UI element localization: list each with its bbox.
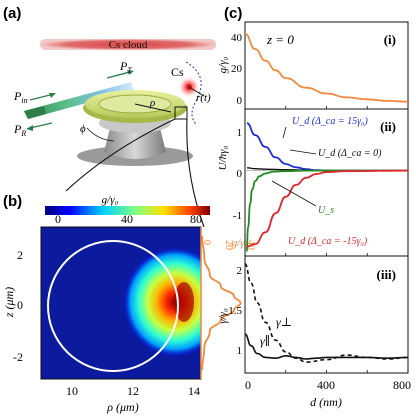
i-y-tick-20: 20 bbox=[231, 63, 243, 75]
panel-a-label: (a) bbox=[3, 5, 21, 22]
y-tick-0: 0 bbox=[17, 298, 23, 312]
p-r-arrowhead bbox=[26, 125, 33, 131]
subplot-i-tag: (i) bbox=[384, 32, 396, 47]
plot-curves bbox=[245, 34, 408, 373]
iii-y-tick-2: 2 bbox=[237, 265, 243, 277]
subplot-i-ylabel: g/γ₀ bbox=[217, 56, 229, 73]
label-ud-zero: U_d (Δ_ca = 0) bbox=[318, 148, 382, 159]
p-r-arrow bbox=[30, 123, 52, 128]
subplot-iii-tag: (iii) bbox=[377, 267, 397, 282]
p-r-label: PR bbox=[13, 122, 26, 138]
p-in-label: Pin bbox=[13, 89, 28, 105]
rho-label: ρ bbox=[149, 97, 155, 109]
cloud-label: Cs cloud bbox=[109, 39, 148, 51]
label-us: U_s bbox=[318, 205, 334, 216]
i-y-tick-40: 40 bbox=[231, 32, 243, 44]
profile-tick-0: 0 bbox=[201, 240, 212, 245]
panel-b: (b) g/γ₀ 0 40 80 0 20 40 g/γ₀ 2 0 -2 z (μm… bbox=[2, 193, 256, 414]
z-annotation: z = 0 bbox=[266, 32, 294, 47]
p-t-label: PT bbox=[119, 59, 132, 75]
colorbar bbox=[45, 206, 210, 215]
x-tick-14: 14 bbox=[188, 384, 200, 398]
panel-c-label: (c) bbox=[224, 5, 242, 22]
subplot-ii-tag: (ii) bbox=[380, 119, 396, 134]
y-tick-m2: -2 bbox=[13, 350, 23, 364]
colorbar-title: g/γ₀ bbox=[102, 194, 119, 206]
iii-y-tick-1-5: 1.5 bbox=[228, 305, 242, 317]
pointer-ud-pos bbox=[283, 127, 286, 138]
ii-y-tick-m1: -1 bbox=[233, 210, 242, 222]
p-in-arrowhead bbox=[49, 93, 56, 98]
c-x-tick-0: 0 bbox=[245, 378, 251, 392]
x-axis-label: ρ (μm) bbox=[106, 400, 138, 414]
phi-label: ϕ bbox=[80, 123, 86, 135]
profile-title: g/γ₀ bbox=[232, 237, 249, 249]
label-ud-neg: U_d (Δ_ca = -15γ₀) bbox=[288, 236, 368, 247]
fiber-end bbox=[24, 106, 46, 119]
ii-y-tick-1: 1 bbox=[237, 127, 243, 139]
subplot-ii-ylabel: U/ħγ₀ bbox=[217, 146, 229, 171]
ii-y-tick-0: 0 bbox=[237, 168, 243, 180]
c-x-tick-400: 400 bbox=[317, 378, 335, 392]
pointer-ud-zero bbox=[290, 150, 316, 154]
label-ud-pos: U_d (Δ_ca = 15γ₀) bbox=[292, 116, 369, 127]
iii-y-tick-1: 1 bbox=[237, 345, 243, 357]
traj-label: r(t) bbox=[196, 92, 211, 104]
x-tick-12: 12 bbox=[127, 384, 139, 398]
label-gamma-par: γ∥ bbox=[260, 334, 270, 348]
x-tick-10: 10 bbox=[66, 384, 78, 398]
y-axis-label: z (μm) bbox=[2, 287, 16, 318]
c-x-axis-label: d (nm) bbox=[310, 395, 342, 409]
i-y-tick-0: 0 bbox=[237, 95, 243, 107]
subplot-iii-ylabel: γ/γ₀ bbox=[217, 308, 229, 324]
label-gamma-perp: γ⊥ bbox=[276, 315, 292, 329]
panel-b-label: (b) bbox=[3, 193, 22, 210]
y-tick-2: 2 bbox=[17, 248, 23, 262]
c-x-tick-800: 800 bbox=[393, 378, 411, 392]
atom-label: Cs bbox=[171, 65, 184, 79]
